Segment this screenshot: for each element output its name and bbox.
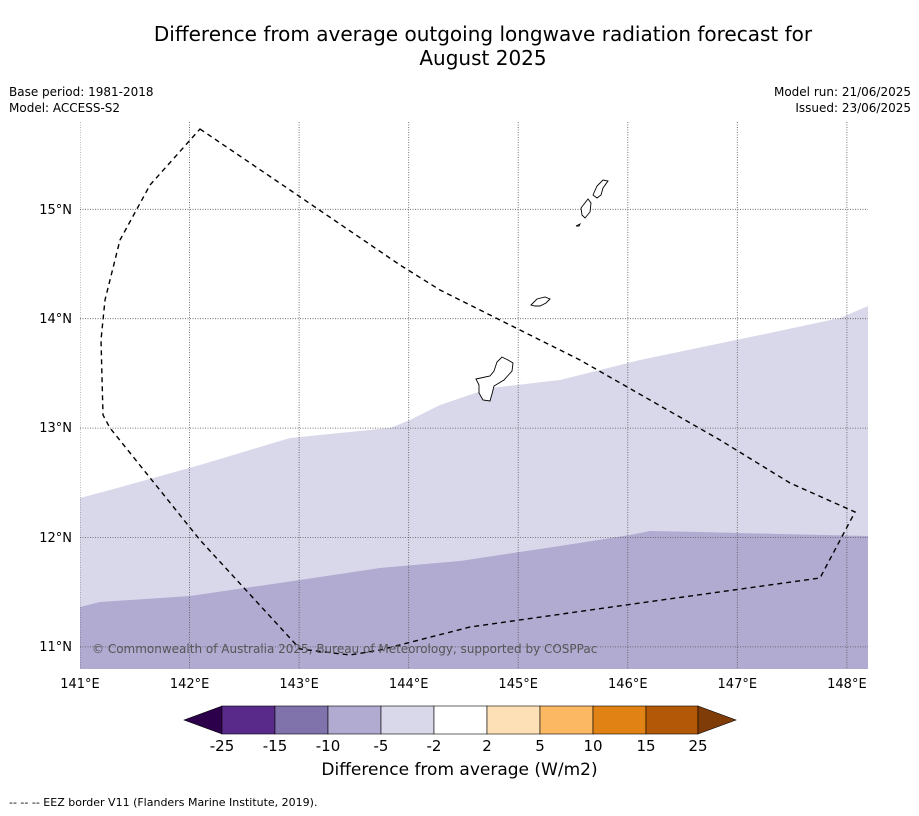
- model-run: Model run: 21/06/2025: [773, 85, 911, 99]
- eez-legend: -- -- -- EEZ border V11 (Flanders Marine…: [9, 796, 318, 809]
- colorbar: [183, 705, 737, 735]
- aguijan-island: [575, 222, 582, 227]
- lat-tick-label: 13°N: [39, 421, 72, 436]
- lon-tick-label: 145°E: [498, 677, 538, 692]
- title-line-2: August 2025: [419, 46, 547, 70]
- colorbar-segment: [221, 705, 276, 735]
- map-plot-area: © Commonwealth of Australia 2025, Bureau…: [80, 122, 868, 669]
- map-title: Difference from average outgoing longwav…: [0, 22, 919, 70]
- tinian-island: [580, 198, 592, 219]
- lat-tick-labels: 15°N 14°N 13°N 12°N 11°N: [39, 203, 72, 655]
- colorbar-tick-label: 5: [535, 737, 545, 755]
- meta-right: Model run: 21/06/2025 Issued: 23/06/2025: [774, 84, 911, 116]
- eez-border: [100, 128, 856, 656]
- colorbar-tick-label: 2: [482, 737, 492, 755]
- lon-tick-label: 147°E: [718, 677, 758, 692]
- lat-tick-label: 15°N: [39, 203, 72, 218]
- colorbar-tick-label: 10: [583, 737, 602, 755]
- colorbar-tick-label: -5: [374, 737, 389, 755]
- colorbar-segment: [380, 705, 435, 735]
- lon-tick-label: 143°E: [279, 677, 319, 692]
- lon-tick-label: 148°E: [827, 677, 867, 692]
- colorbar-label: Difference from average (W/m2): [321, 760, 598, 780]
- lon-tick-label: 141°E: [60, 677, 100, 692]
- colorbar-segment: [274, 705, 329, 735]
- copyright-text: © Commonwealth of Australia 2025, Bureau…: [92, 642, 597, 656]
- colorbar-segment: [327, 705, 382, 735]
- title-line-1: Difference from average outgoing longwav…: [153, 22, 813, 46]
- lon-tick-label: 142°E: [170, 677, 210, 692]
- model-name: Model: ACCESS-S2: [9, 101, 121, 115]
- lon-tick-label: 144°E: [389, 677, 429, 692]
- colorbar-segment: [592, 705, 647, 735]
- colorbar-tick-label: -15: [263, 737, 288, 755]
- saipan-island: [592, 179, 609, 199]
- issued-date: Issued: 23/06/2025: [795, 101, 911, 115]
- colorbar-tick-label: 15: [636, 737, 655, 755]
- anomaly-band-minus10-minus5: [80, 531, 868, 669]
- colorbar-segment: [486, 705, 541, 735]
- meta-left: Base period: 1981-2018 Model: ACCESS-S2: [9, 84, 154, 116]
- rota-island: [530, 296, 551, 307]
- colorbar-tick-label: -2: [427, 737, 442, 755]
- colorbar-segment: [539, 705, 594, 735]
- lat-tick-label: 11°N: [39, 640, 72, 655]
- colorbar-tick-label: 25: [688, 737, 707, 755]
- island-outlines: [475, 179, 609, 402]
- base-period: Base period: 1981-2018: [9, 85, 154, 99]
- colorbar-segment: [645, 705, 699, 735]
- colorbar-segment: [433, 705, 488, 735]
- colorbar-extend-high: [697, 705, 737, 735]
- gridlines: [80, 122, 868, 669]
- lat-tick-label: 14°N: [39, 312, 72, 327]
- lat-tick-label: 12°N: [39, 531, 72, 546]
- colorbar-tick-label: -25: [210, 737, 235, 755]
- colorbar-extend-low: [183, 705, 223, 735]
- guam-island: [475, 356, 514, 402]
- lon-tick-label: 146°E: [608, 677, 648, 692]
- colorbar-tick-label: -10: [316, 737, 341, 755]
- lon-tick-labels: 141°E 142°E 143°E 144°E 145°E 146°E 147°…: [60, 677, 866, 692]
- colorbar-tick-labels: -25 -15 -10 -5 -2 2 5 10 15 25: [210, 737, 708, 755]
